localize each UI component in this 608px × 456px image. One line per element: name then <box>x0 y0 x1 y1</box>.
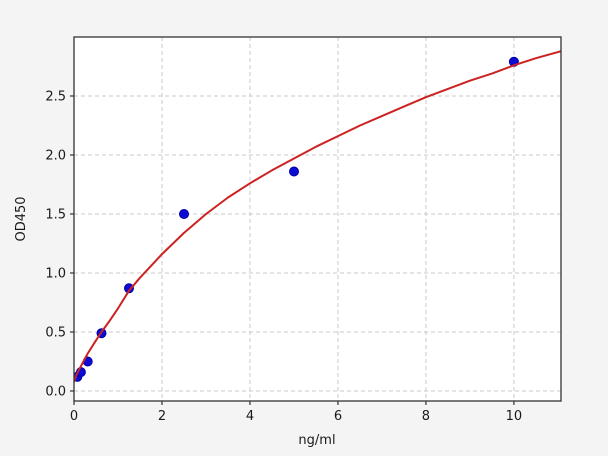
data-point <box>179 209 189 219</box>
x-axis-label: ng/ml <box>298 433 335 448</box>
x-tick-label: 4 <box>246 409 254 424</box>
y-tick-label: 1.0 <box>45 266 66 281</box>
y-tick-label: 2.5 <box>45 89 66 104</box>
data-point <box>124 283 134 294</box>
x-tick-label: 0 <box>70 409 78 424</box>
x-tick-label: 2 <box>158 409 166 424</box>
y-tick-label: 0.0 <box>45 384 66 399</box>
y-tick-label: 0.5 <box>45 325 66 340</box>
x-tick-label: 6 <box>334 409 342 424</box>
plot-area <box>74 37 561 401</box>
fit-curve-line <box>74 50 561 383</box>
plot-frame <box>73 36 562 402</box>
data-point <box>289 166 299 177</box>
axes <box>70 36 562 405</box>
y-tick-label: 2.0 <box>45 148 66 163</box>
x-tick-label: 8 <box>422 409 430 424</box>
tick-labels: 0 2 4 6 8 10 0.0 0.5 1.0 1.5 2.0 2.5 <box>45 89 522 424</box>
x-tick-label: 10 <box>506 409 523 424</box>
y-axis-label: OD450 <box>14 196 29 241</box>
y-tick-label: 1.5 <box>45 207 66 222</box>
data-layer <box>74 50 561 383</box>
